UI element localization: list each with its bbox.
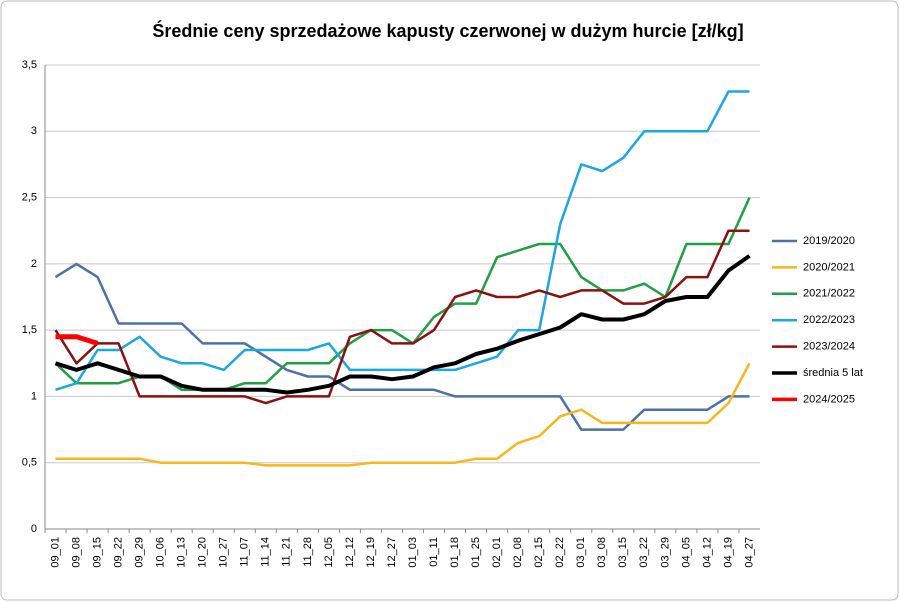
x-tick-label: 11_14 [260,537,272,567]
x-tick-label: 11_21 [281,537,293,567]
x-tick-label: 03_29 [659,537,671,568]
x-tick-label: 02_01 [491,537,503,568]
x-tick-label: 02_22 [554,537,566,568]
x-tick-label: 02_08 [512,537,524,568]
x-tick-label: 03_01 [575,537,587,568]
x-tick-label: 03_08 [596,537,608,568]
legend-label: 2023/2024 [803,341,855,353]
legend-label: 2024/2025 [803,393,855,405]
x-tick-label: 02_15 [533,537,545,568]
x-tick-label: 03_22 [638,537,650,568]
x-tick-label: 12_27 [386,537,398,568]
legend-label: 2019/2020 [803,235,855,247]
series-line [54,262,750,431]
series-line [55,362,751,467]
series-line [54,254,751,395]
x-tick-label: 01_03 [407,537,419,568]
series-line [54,229,750,405]
x-tick-label: 12_05 [323,537,335,568]
x-tick-label: 10_13 [176,537,188,568]
x-tick-label: 10_06 [155,537,167,568]
y-tick-label: 0,5 [22,457,37,469]
x-tick-label: 01_18 [449,537,461,568]
x-tick-label: 04_05 [680,537,692,568]
x-tick-label: 04_12 [701,537,713,568]
y-tick-label: 1,5 [22,324,37,336]
x-tick-label: 04_27 [743,537,755,568]
x-tick-label: 09_01 [49,537,61,568]
legend-label: średnia 5 lat [803,367,863,379]
x-tick-label: 09_15 [91,537,103,568]
y-tick-label: 1 [31,390,37,402]
x-tick-label: 10_27 [218,537,230,568]
legend-label: 2021/2022 [803,288,855,300]
x-tick-label: 03_15 [617,537,629,568]
legend-label: 2022/2023 [803,314,855,326]
series-line [55,90,750,391]
x-tick-label: 01_11 [428,537,440,567]
x-tick-label: 09_22 [113,537,125,568]
x-tick-label: 09_29 [134,537,146,568]
y-tick-label: 3 [31,125,37,137]
y-tick-label: 2,5 [22,191,37,203]
y-tick-label: 3,5 [22,59,37,71]
x-tick-label: 11_07 [239,537,251,567]
x-tick-label: 09_08 [70,537,82,568]
x-tick-label: 01_25 [470,537,482,568]
x-tick-label: 10_20 [197,537,209,568]
x-tick-label: 12_12 [344,537,356,568]
series-line [55,334,99,346]
y-tick-label: 0 [31,523,37,535]
chart-title: Średnie ceny sprzedażowe kapusty czerwon… [152,20,743,41]
x-tick-label: 11_28 [302,537,314,567]
x-tick-label: 12_19 [365,537,377,568]
legend-label: 2020/2021 [803,261,855,273]
x-tick-label: 04_19 [722,537,734,568]
y-tick-label: 2 [31,258,37,270]
